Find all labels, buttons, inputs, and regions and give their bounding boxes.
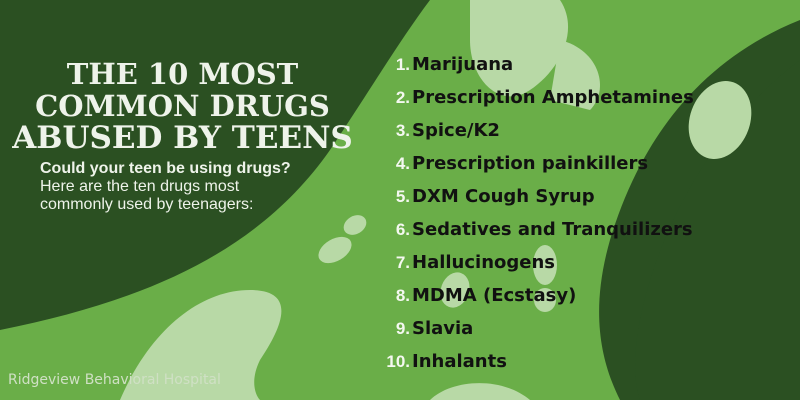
list-item: 7. Hallucinogens [370,246,694,279]
list-item: 3. Spice/K2 [370,114,694,147]
item-name: Prescription painkillers [412,153,649,174]
list-item: 9. Slavia [370,312,694,345]
item-name: Inhalants [412,351,507,372]
list-item: 1. Marijuana [370,48,694,81]
list-item: 2. Prescription Amphetamines [370,81,694,114]
item-name: Sedatives and Tranquilizers [412,219,693,240]
list-item: 4. Prescription painkillers [370,147,694,180]
list-item: 10. Inhalants [370,345,694,378]
item-number: 1. [395,54,410,74]
dark-corner [635,60,800,400]
footprints-decoration [120,0,752,400]
item-number: 8. [395,285,410,305]
footer-credit: Ridgeview Behavioral Hospital [8,372,221,388]
list-item: 6. Sedatives and Tranquilizers [370,213,694,246]
item-number: 10. [386,351,410,371]
list-item: 8. MDMA (Ecstasy) [370,279,694,312]
item-number: 7. [395,252,410,272]
item-number: 6. [395,219,410,239]
item-name: Slavia [412,318,474,339]
item-number: 3. [395,120,410,140]
subtitle-line: commonly used by teenagers: [40,196,254,213]
item-number: 9. [395,318,410,338]
item-name: MDMA (Ecstasy) [412,285,577,306]
drug-list: 1. Marijuana 2. Prescription Amphetamines … [370,48,694,378]
item-name: Marijuana [412,54,514,75]
item-number: 5. [395,186,410,206]
item-name: Prescription Amphetamines [412,87,694,108]
title-line: COMMON DRUGS [35,89,330,123]
list-item: 5. DXM Cough Syrup [370,180,694,213]
item-number: 2. [395,87,410,107]
subtitle: Could your teen be using drugs? Here are… [40,160,291,214]
item-name: Spice/K2 [412,120,500,141]
title-line: THE 10 MOST [66,57,299,91]
item-name: DXM Cough Syrup [412,186,595,207]
subtitle-line: Here are the ten drugs most [40,178,240,195]
title-line: ABUSED BY TEENS [12,120,353,156]
item-name: Hallucinogens [412,252,556,273]
page-title: THE 10 MOST COMMON DRUGS ABUSED BY TEENS [0,58,365,154]
subtitle-question: Could your teen be using drugs? [40,160,291,177]
item-number: 4. [395,153,410,173]
